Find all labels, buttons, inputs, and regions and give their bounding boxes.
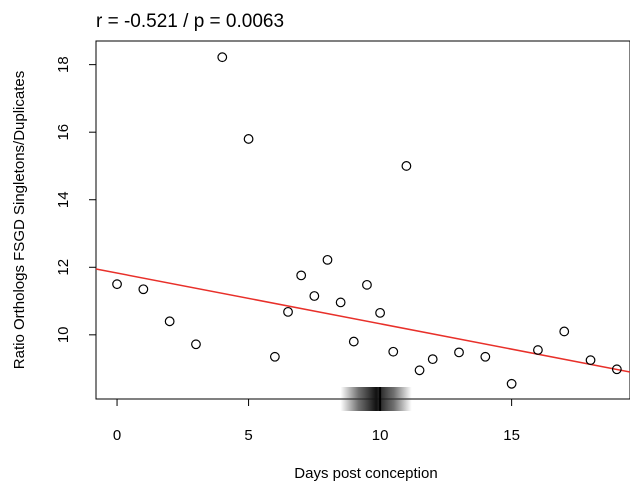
data-point bbox=[611, 364, 622, 375]
data-point bbox=[283, 306, 293, 317]
y-tick-label: 14 bbox=[55, 191, 72, 208]
data-point bbox=[533, 345, 543, 355]
regression-line-group bbox=[95, 268, 630, 373]
data-point bbox=[454, 347, 464, 358]
data-point bbox=[309, 291, 320, 301]
x-axis-label: Days post conception bbox=[294, 465, 437, 482]
data-point bbox=[269, 351, 280, 362]
scatter-points bbox=[112, 52, 622, 389]
x-tick-label: 15 bbox=[503, 427, 520, 444]
data-point bbox=[322, 254, 333, 265]
data-point bbox=[585, 355, 596, 366]
density-rug-band bbox=[340, 387, 412, 411]
data-point bbox=[375, 307, 385, 318]
chart-title: r = -0.521 / p = 0.0063 bbox=[96, 11, 284, 32]
data-point bbox=[427, 354, 438, 365]
data-point bbox=[164, 316, 175, 327]
plot-frame bbox=[95, 40, 630, 400]
data-point bbox=[191, 339, 201, 350]
data-point bbox=[243, 134, 254, 144]
regression-line bbox=[95, 268, 630, 373]
data-point bbox=[138, 284, 149, 295]
data-point bbox=[388, 346, 399, 357]
y-tick-label: 12 bbox=[55, 259, 72, 276]
x-tick-label: 10 bbox=[372, 427, 389, 444]
x-tick-label: 5 bbox=[244, 427, 252, 444]
x-axis: 0 5 10 15 bbox=[113, 399, 520, 444]
data-point bbox=[480, 351, 491, 362]
y-axis: 10 12 14 16 18 bbox=[55, 56, 96, 343]
y-tick-label: 18 bbox=[55, 56, 72, 73]
x-tick-label: 0 bbox=[113, 427, 121, 444]
data-point bbox=[217, 52, 228, 63]
data-point bbox=[401, 161, 412, 171]
y-tick-label: 10 bbox=[55, 326, 72, 343]
data-point bbox=[559, 326, 570, 337]
y-axis-label: Ratio Orthologs FSGD Singletons/Duplicat… bbox=[11, 71, 28, 369]
y-tick-label: 16 bbox=[55, 124, 72, 141]
data-point bbox=[348, 336, 359, 347]
data-point bbox=[506, 378, 517, 389]
data-point bbox=[414, 365, 425, 376]
data-point bbox=[362, 279, 372, 290]
density-rug bbox=[340, 387, 412, 411]
data-point bbox=[335, 297, 346, 308]
data-point bbox=[296, 270, 307, 281]
data-point bbox=[112, 279, 122, 290]
